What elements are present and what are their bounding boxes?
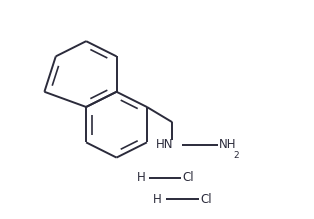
Text: H: H <box>153 193 162 206</box>
Text: Cl: Cl <box>200 193 212 206</box>
Text: H: H <box>137 171 146 184</box>
Text: NH: NH <box>219 138 236 151</box>
Text: 2: 2 <box>233 151 239 160</box>
Text: HN: HN <box>156 138 173 151</box>
Text: Cl: Cl <box>182 171 194 184</box>
